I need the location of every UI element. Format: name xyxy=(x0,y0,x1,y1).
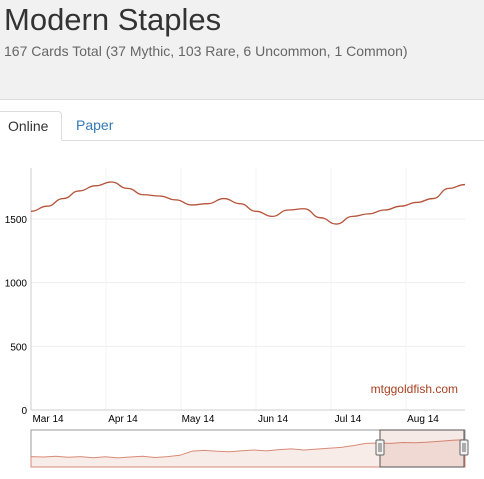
price-history-chart: 0 500 1000 1500 Mar 14 Apr 14 May 14 Jun 14 Jul … xyxy=(5,168,469,468)
chart-credit: mtggoldfish.com xyxy=(371,382,458,396)
page-header: Modern Staples 167 Cards Total (37 Mythi… xyxy=(0,0,484,100)
card-count-summary: 167 Cards Total (37 Mythic, 103 Rare, 6 … xyxy=(4,43,408,59)
navigator-selection[interactable] xyxy=(379,429,465,468)
tab-online[interactable]: Online xyxy=(0,111,62,141)
navigator-handle-right[interactable] xyxy=(459,439,469,456)
x-tick-label: Jun 14 xyxy=(258,414,288,425)
tab-paper[interactable]: Paper xyxy=(76,117,114,133)
price-series-line xyxy=(30,181,466,225)
y-tick-label: 500 xyxy=(10,342,27,353)
format-tabs: Online Paper xyxy=(0,111,484,141)
navigator-series xyxy=(30,439,466,468)
x-tick-label: Jul 14 xyxy=(335,414,362,425)
x-tick-label: Mar 14 xyxy=(32,414,64,425)
page-title: Modern Staples xyxy=(4,2,222,37)
x-tick-label: Aug 14 xyxy=(407,414,439,425)
navigator-handle-left[interactable] xyxy=(375,439,385,456)
y-tick-label: 1500 xyxy=(5,215,28,226)
x-tick-label: May 14 xyxy=(182,414,215,425)
y-tick-label: 1000 xyxy=(5,279,28,290)
y-tick-label: 0 xyxy=(21,406,27,417)
x-tick-label: Apr 14 xyxy=(108,414,138,425)
